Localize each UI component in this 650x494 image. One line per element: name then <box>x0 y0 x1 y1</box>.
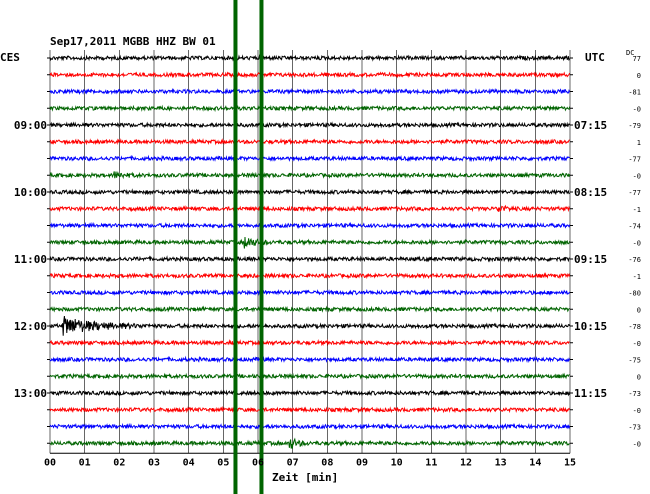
dc-offset-label: 0 <box>637 306 641 314</box>
right-time-label: 11:15 <box>574 387 607 400</box>
left-time-label: 10:00 <box>14 186 47 199</box>
dc-offset-label: -1 <box>633 206 641 214</box>
right-time-label: 09:15 <box>574 253 607 266</box>
x-tick-label: 13 <box>495 457 507 468</box>
trace-group <box>49 54 571 449</box>
x-tick-label: 06 <box>252 457 264 468</box>
x-tick-label: 12 <box>460 457 472 468</box>
seismic-trace <box>49 154 570 163</box>
dc-offset-label: -79 <box>628 122 641 130</box>
seismic-trace <box>49 87 571 96</box>
dc-offset-label: -75 <box>628 357 641 365</box>
seismic-trace <box>49 121 571 129</box>
dc-offset-label: -77 <box>628 156 641 164</box>
seismic-trace <box>49 54 571 62</box>
left-time-label: 09:00 <box>14 119 47 132</box>
dc-offset-label: -78 <box>628 323 641 331</box>
seismic-trace <box>49 236 571 249</box>
right-time-label: 10:15 <box>574 320 607 333</box>
x-tick-label: 10 <box>391 457 403 468</box>
seismic-trace <box>49 422 571 431</box>
dc-offset-label: -0 <box>633 440 641 448</box>
x-tick-label: 07 <box>287 457 299 468</box>
dc-offset-label: -1 <box>633 273 641 281</box>
x-axis-label: Zeit [min] <box>272 471 338 484</box>
right-timezone-label: UTC <box>585 51 605 64</box>
seismic-trace <box>49 405 571 414</box>
x-tick-label: 08 <box>321 457 333 468</box>
dc-offset-label: 77 <box>633 55 641 63</box>
left-timezone-label: CES <box>0 51 20 64</box>
dc-offset-label: -0 <box>633 407 641 415</box>
x-tick-label: 15 <box>564 457 576 468</box>
dc-offset-label: 1 <box>637 139 641 147</box>
seismic-trace <box>49 355 571 364</box>
seismic-trace <box>49 437 570 449</box>
x-tick-label: 11 <box>425 457 437 468</box>
dc-offset-label: -0 <box>633 172 641 180</box>
dc-offset-label: -0 <box>633 340 641 348</box>
seismic-trace <box>49 338 570 347</box>
seismic-trace <box>49 389 571 397</box>
right-time-label: 07:15 <box>574 119 607 132</box>
seismic-trace <box>49 137 570 146</box>
seismic-trace <box>49 70 571 79</box>
x-tick-label: 09 <box>356 457 368 468</box>
dc-offset-label: -73 <box>628 390 641 398</box>
x-tick-label: 00 <box>44 457 56 468</box>
seismic-trace <box>49 272 571 280</box>
seismic-trace <box>49 255 570 263</box>
marker-lines <box>233 0 264 494</box>
seismic-trace <box>49 171 571 180</box>
dc-offset-label: 0 <box>637 373 641 381</box>
seismic-trace <box>49 204 571 213</box>
dc-offset-label: -80 <box>628 290 641 298</box>
seismic-trace <box>49 221 571 230</box>
x-tick-label: 01 <box>79 457 91 468</box>
dc-offset-label: -81 <box>628 89 641 97</box>
dc-offset-label: -76 <box>628 256 641 264</box>
left-time-label: 13:00 <box>14 387 47 400</box>
dc-offset-label: -0 <box>633 105 641 113</box>
x-tick-label: 14 <box>529 457 541 468</box>
grid-lines <box>47 50 573 454</box>
seismic-trace <box>49 305 570 314</box>
left-time-label: 12:00 <box>14 320 47 333</box>
x-tick-label: 04 <box>183 457 195 468</box>
x-tick-label: 02 <box>113 457 125 468</box>
right-time-label: 08:15 <box>574 186 607 199</box>
seismic-trace <box>49 372 570 380</box>
seismic-trace <box>49 316 571 336</box>
dc-offset-label: -74 <box>628 223 641 231</box>
dc-label: DC <box>626 49 634 57</box>
x-tick-label: 05 <box>217 457 229 468</box>
chart-title: Sep17,2011 MGBB HHZ BW 01 <box>50 35 216 48</box>
dc-offset-label: -0 <box>633 239 641 247</box>
seismic-trace <box>49 288 571 296</box>
x-tick-label: 03 <box>148 457 160 468</box>
left-time-label: 11:00 <box>14 253 47 266</box>
labels: 00 01 02 03 04 05 06 07 08 09 10 11 12 13 14 15770-81-0… <box>14 55 641 468</box>
seismic-trace <box>49 104 571 113</box>
dc-offset-label: 0 <box>637 72 641 80</box>
seismic-trace <box>49 188 570 196</box>
dc-offset-label: -73 <box>628 424 641 432</box>
dc-offset-label: -77 <box>628 189 641 197</box>
